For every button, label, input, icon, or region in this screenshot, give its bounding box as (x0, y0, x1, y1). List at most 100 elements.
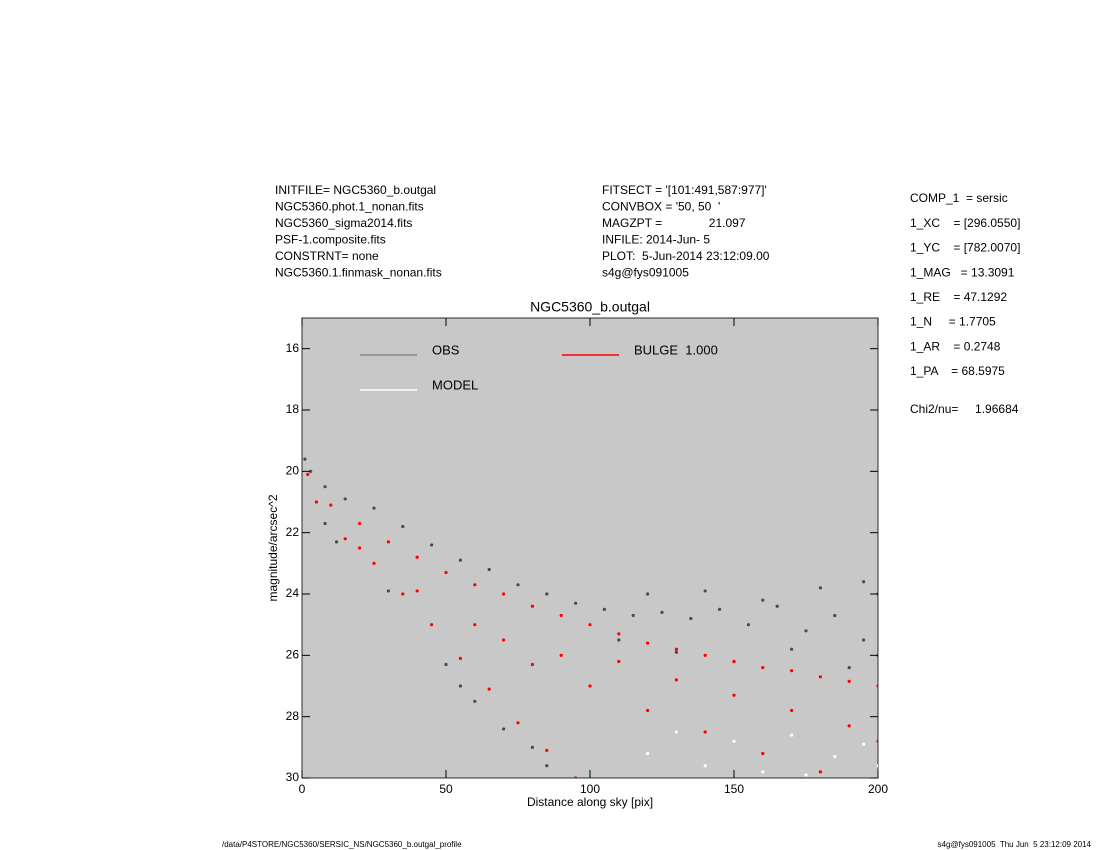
data-point (775, 604, 779, 608)
data-point (343, 497, 347, 501)
data-point (617, 638, 621, 642)
data-point (559, 653, 563, 657)
data-point (358, 521, 362, 526)
data-point (386, 589, 390, 593)
data-point (458, 656, 462, 661)
data-point (323, 485, 327, 489)
data-point (703, 764, 707, 768)
header-left-line: INITFILE= NGC5360_b.outgal (275, 183, 436, 197)
data-point (487, 687, 491, 691)
x-tick-label: 150 (724, 782, 744, 796)
data-point (862, 638, 866, 642)
data-point (818, 675, 823, 679)
data-point (761, 751, 765, 756)
parameter-line: COMP_1 = sersic (910, 191, 1008, 205)
data-point (646, 708, 650, 713)
data-point (746, 623, 751, 627)
footer-path: /data/P4STORE/NGC5360/SERSIC_NS/NGC5360_… (222, 840, 462, 849)
data-point (674, 730, 679, 734)
data-point (530, 745, 535, 749)
data-point (876, 684, 878, 688)
data-point (790, 708, 794, 713)
header-middle-line: INFILE: 2014-Jun- 5 (602, 233, 710, 247)
data-point (804, 629, 808, 633)
data-point (430, 543, 434, 547)
data-point (502, 638, 506, 642)
plot-marks (303, 457, 878, 778)
data-point (386, 540, 390, 544)
data-point (862, 580, 866, 584)
data-point (718, 607, 722, 611)
data-point (559, 613, 563, 618)
y-tick-label: 28 (286, 709, 300, 723)
data-point (530, 662, 535, 667)
data-point (732, 739, 736, 743)
x-tick-label: 100 (580, 782, 600, 796)
data-point (473, 583, 477, 587)
data-point (602, 607, 607, 611)
header-left-line: CONSTRNT= none (275, 249, 379, 263)
data-point (545, 748, 549, 753)
data-point (631, 613, 635, 618)
data-point (372, 506, 376, 510)
data-point (660, 610, 664, 615)
chart-title: NGC5360_b.outgal (530, 299, 650, 315)
data-point (487, 567, 491, 572)
data-point (458, 684, 462, 688)
x-tick-label: 0 (299, 782, 306, 796)
parameter-line: 1_MAG = 13.3091 (910, 265, 1015, 279)
data-point (372, 561, 376, 565)
header-middle-line: FITSECT = '[101:491,587:977]' (602, 183, 767, 197)
data-point (833, 754, 837, 759)
y-axis-label: magnitude/arcsec^2 (266, 494, 280, 601)
header-left-line: NGC5360_sigma2014.fits (275, 216, 412, 230)
data-point (646, 592, 650, 596)
data-point (458, 558, 462, 562)
data-point (545, 764, 549, 768)
data-point (674, 650, 679, 654)
data-point (674, 678, 679, 682)
data-point (545, 592, 549, 596)
chi-square: Chi2/nu= 1.96684 (910, 402, 1019, 416)
data-point (818, 770, 823, 774)
parameter-line: 1_N = 1.7705 (910, 315, 996, 329)
data-point (530, 604, 535, 608)
data-point (401, 592, 405, 596)
data-point (790, 647, 794, 651)
legend-label: BULGE 1.000 (634, 342, 718, 357)
data-point (306, 472, 310, 476)
data-point (574, 601, 578, 605)
data-point (574, 776, 578, 778)
data-point (761, 770, 765, 774)
header-left-line: NGC5360.phot.1_nonan.fits (275, 200, 424, 214)
parameter-line: 1_AR = 0.2748 (910, 339, 1001, 353)
data-point (790, 669, 794, 673)
data-point (430, 623, 434, 627)
y-tick-label: 30 (286, 770, 300, 784)
data-point (502, 727, 506, 731)
header-left-line: NGC5360.1.finmask_nonan.fits (275, 266, 442, 280)
header-middle-line: s4g@fys091005 (602, 266, 689, 280)
x-tick-label: 200 (868, 782, 888, 796)
data-point (674, 647, 679, 651)
parameter-line: 1_RE = 47.1292 (910, 290, 1007, 304)
data-point (818, 586, 823, 590)
legend-label: OBS (432, 342, 460, 357)
data-point (876, 764, 878, 768)
data-point (415, 589, 419, 593)
data-point (502, 592, 506, 596)
data-point (876, 739, 878, 743)
footer-stamp: s4g@fys091005 Thu Jun 5 23:12:09 2014 (938, 840, 1092, 849)
data-point (303, 457, 307, 461)
header-middle-line: PLOT: 5-Jun-2014 23:12:09.00 (602, 249, 770, 263)
data-point (401, 524, 405, 529)
data-point (323, 521, 327, 526)
data-point (703, 653, 707, 657)
data-point (847, 679, 851, 684)
parameter-line: 1_PA = 68.5975 (910, 364, 1005, 378)
data-point (343, 537, 347, 541)
data-point (617, 632, 621, 636)
legend-label: MODEL (432, 377, 478, 392)
data-point (314, 500, 318, 504)
